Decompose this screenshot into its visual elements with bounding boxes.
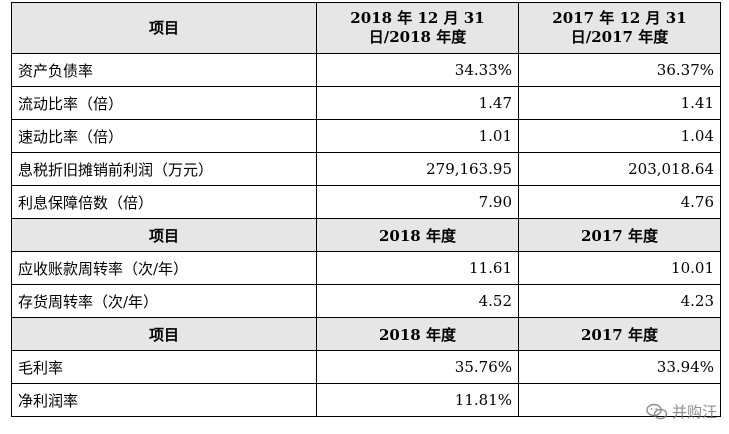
value-2018: 11.81%	[316, 383, 519, 417]
table-header-row: 项目 2018 年 12 月 31 日/2018 年度 2017 年 12 月 …	[11, 2, 721, 54]
header-2018: 2018 年度	[316, 317, 519, 351]
row-label: 应收账款周转率（次/年）	[11, 251, 317, 285]
value-2017: 4.76	[518, 185, 721, 219]
header-item: 项目	[11, 218, 317, 252]
table-row: 应收账款周转率（次/年） 11.61 10.01	[11, 251, 721, 285]
value-2017: 10.01	[518, 251, 721, 285]
header-2018: 2018 年度	[316, 218, 519, 252]
value-2018: 35.76%	[316, 350, 519, 384]
table-row: 流动比率（倍） 1.47 1.41	[11, 86, 721, 120]
table-row: 资产负债率 34.33% 36.37%	[11, 53, 721, 87]
header-2017: 2017 年度	[518, 317, 721, 351]
row-label: 利息保障倍数（倍）	[11, 185, 317, 219]
watermark-text: 并购汪	[671, 403, 717, 421]
header-item: 项目	[11, 2, 317, 54]
table-row: 毛利率 35.76% 33.94%	[11, 350, 721, 384]
wechat-bubble-icon	[646, 403, 668, 421]
table-row: 速动比率（倍） 1.01 1.04	[11, 119, 721, 153]
value-2018: 279,163.95	[316, 152, 519, 186]
value-2017: 1.04	[518, 119, 721, 153]
financial-indicators-table: 项目 2018 年 12 月 31 日/2018 年度 2017 年 12 月 …	[11, 2, 721, 417]
row-label: 息税折旧摊销前利润（万元）	[11, 152, 317, 186]
row-label: 资产负债率	[11, 53, 317, 87]
header-2017: 2017 年度	[518, 218, 721, 252]
value-2017: 203,018.64	[518, 152, 721, 186]
value-2017	[518, 383, 721, 417]
table-row: 息税折旧摊销前利润（万元） 279,163.95 203,018.64	[11, 152, 721, 186]
table-subheader-row: 项目 2018 年度 2017 年度	[11, 218, 721, 252]
header-2017: 2017 年 12 月 31 日/2017 年度	[518, 2, 721, 54]
value-2018: 34.33%	[316, 53, 519, 87]
table-subheader-row: 项目 2018 年度 2017 年度	[11, 317, 721, 351]
row-label: 速动比率（倍）	[11, 119, 317, 153]
row-label: 净利润率	[11, 383, 317, 417]
header-item: 项目	[11, 317, 317, 351]
table-row: 净利润率 11.81%	[11, 383, 721, 417]
value-2017: 36.37%	[518, 53, 721, 87]
watermark: 并购汪	[646, 401, 717, 422]
row-label: 存货周转率（次/年）	[11, 284, 317, 318]
header-2018: 2018 年 12 月 31 日/2018 年度	[316, 2, 519, 54]
value-2017: 33.94%	[518, 350, 721, 384]
value-2018: 4.52	[316, 284, 519, 318]
table-row: 存货周转率（次/年） 4.52 4.23	[11, 284, 721, 318]
value-2017: 4.23	[518, 284, 721, 318]
row-label: 流动比率（倍）	[11, 86, 317, 120]
value-2018: 1.01	[316, 119, 519, 153]
value-2018: 7.90	[316, 185, 519, 219]
table-row: 利息保障倍数（倍） 7.90 4.76	[11, 185, 721, 219]
value-2018: 1.47	[316, 86, 519, 120]
value-2017: 1.41	[518, 86, 721, 120]
row-label: 毛利率	[11, 350, 317, 384]
value-2018: 11.61	[316, 251, 519, 285]
